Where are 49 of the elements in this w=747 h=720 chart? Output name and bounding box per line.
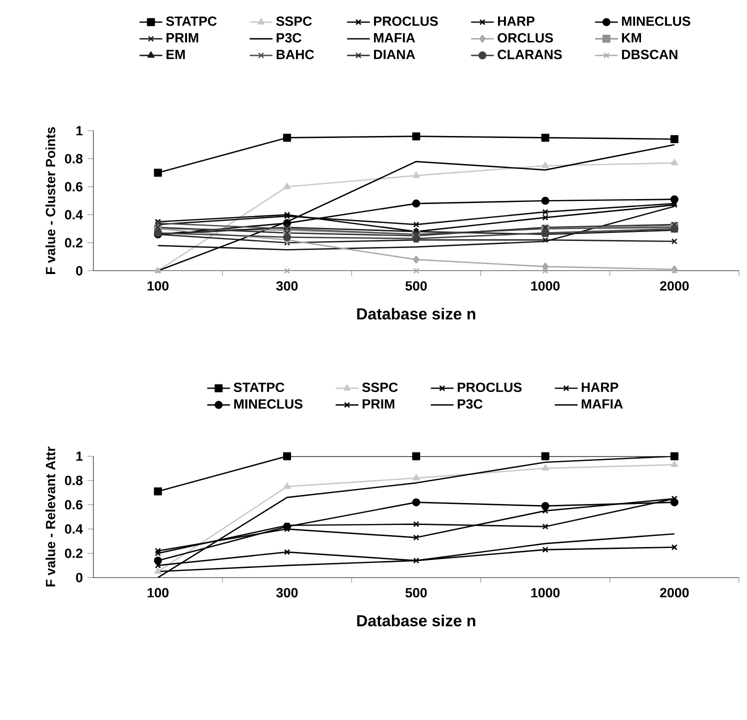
legend-label: MAFIA <box>582 399 623 408</box>
legend-label: SSPC <box>362 382 398 392</box>
y-tick-label: 0.4 <box>64 210 83 220</box>
y-tick-label: 0.4 <box>64 524 83 534</box>
x-axis-title: Database size n <box>357 308 476 320</box>
x-tick-label: 500 <box>405 281 427 290</box>
y-tick-label: 0 <box>76 266 82 276</box>
y-tick-label: 0.8 <box>64 154 83 164</box>
legend-label: STATPC <box>166 16 217 26</box>
x-tick-label: 2000 <box>660 588 689 598</box>
legend-label: P3C <box>458 399 482 409</box>
legend-label: MINECLUS <box>234 399 302 409</box>
legend-label: CLARANS <box>498 50 562 60</box>
x-tick-label: 1000 <box>531 281 560 290</box>
x-tick-label: 100 <box>148 588 169 598</box>
legend-label: BAHC <box>276 50 314 60</box>
y-tick-label: 0 <box>76 572 82 582</box>
y-axis-title: F value - Cluster Points <box>45 127 56 274</box>
y-tick-label: 1 <box>76 451 83 461</box>
x-tick-label: 100 <box>148 281 169 290</box>
legend-label: HARP <box>498 16 534 26</box>
y-axis-title: F value - Relevant Attr <box>45 446 56 586</box>
legend-label: PRIM <box>362 399 394 408</box>
x-axis-title: Database size n <box>357 614 476 626</box>
x-tick-label: 300 <box>276 588 298 598</box>
legend-label: KM <box>622 33 642 42</box>
y-tick-label: 0.6 <box>64 500 82 510</box>
legend-label: PRIM <box>166 33 198 42</box>
y-tick-label: 1 <box>76 126 83 136</box>
x-tick-label: 500 <box>405 588 427 598</box>
legend-label: PROCLUS <box>374 16 438 26</box>
y-tick-label: 0.2 <box>64 548 82 558</box>
legend-label: SSPC <box>276 16 312 26</box>
legend-label: DBSCAN <box>622 50 678 60</box>
legend-label: ORCLUS <box>498 32 553 42</box>
legend-label: HARP <box>582 382 618 392</box>
legend-label: DIANA <box>374 50 416 59</box>
y-tick-label: 0.6 <box>64 182 82 192</box>
x-tick-label: 300 <box>276 281 298 290</box>
y-tick-label: 0.2 <box>64 238 82 248</box>
legend-label: EM <box>166 50 185 59</box>
x-tick-label: 1000 <box>531 588 560 598</box>
y-tick-label: 0.8 <box>64 476 83 486</box>
legend-label: MINECLUS <box>622 16 690 26</box>
legend-label: MAFIA <box>374 33 416 42</box>
legend-label: PROCLUS <box>458 382 522 392</box>
legend-label: P3C <box>276 32 302 42</box>
legend-label: STATPC <box>234 382 284 392</box>
x-tick-label: 2000 <box>660 281 689 290</box>
